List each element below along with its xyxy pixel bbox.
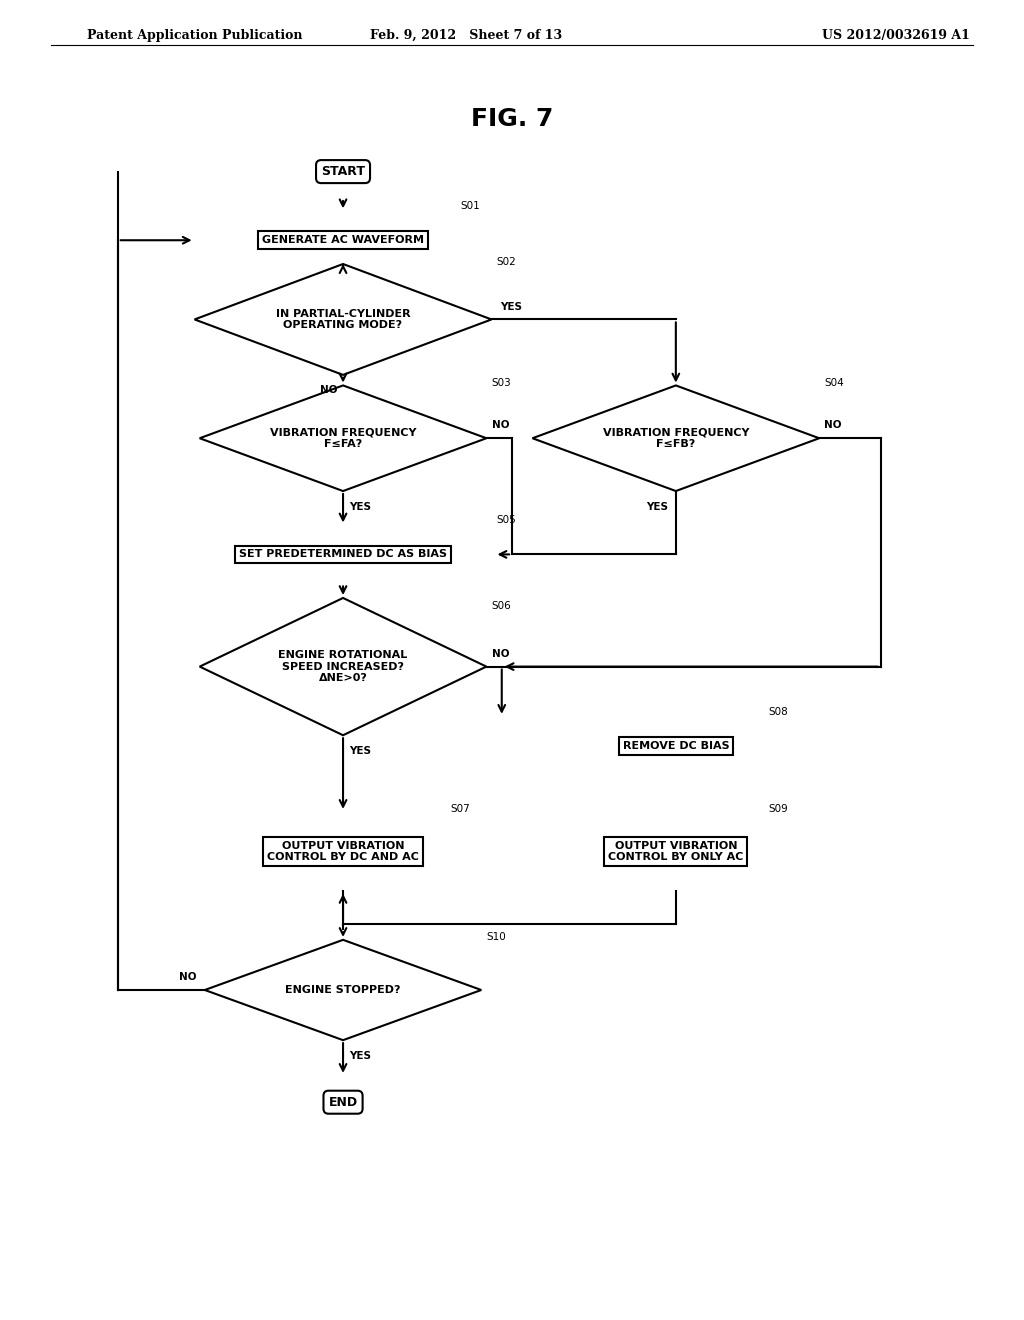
Text: YES: YES [646,502,668,512]
Text: NO: NO [321,385,338,396]
Text: YES: YES [349,746,371,756]
Text: S01: S01 [461,201,480,211]
Text: S02: S02 [497,256,516,267]
Text: SET PREDETERMINED DC AS BIAS: SET PREDETERMINED DC AS BIAS [239,549,447,560]
Text: S09: S09 [768,804,787,814]
Text: YES: YES [349,1051,371,1061]
Text: S07: S07 [451,804,470,814]
Text: S04: S04 [824,378,844,388]
Text: S05: S05 [497,515,516,525]
Text: Feb. 9, 2012   Sheet 7 of 13: Feb. 9, 2012 Sheet 7 of 13 [370,29,562,42]
Text: GENERATE AC WAVEFORM: GENERATE AC WAVEFORM [262,235,424,246]
Polygon shape [205,940,481,1040]
Text: IN PARTIAL-CYLINDER
OPERATING MODE?: IN PARTIAL-CYLINDER OPERATING MODE? [275,309,411,330]
Text: YES: YES [349,502,371,512]
Text: S03: S03 [492,378,511,388]
Polygon shape [532,385,819,491]
Text: NO: NO [179,972,197,982]
Text: VIBRATION FREQUENCY
F≤FA?: VIBRATION FREQUENCY F≤FA? [269,428,417,449]
Text: ENGINE STOPPED?: ENGINE STOPPED? [286,985,400,995]
Text: Patent Application Publication: Patent Application Publication [87,29,302,42]
Text: END: END [329,1096,357,1109]
Text: US 2012/0032619 A1: US 2012/0032619 A1 [822,29,970,42]
Text: ENGINE ROTATIONAL
SPEED INCREASED?
ΔNE>0?: ENGINE ROTATIONAL SPEED INCREASED? ΔNE>0… [279,649,408,684]
Text: OUTPUT VIBRATION
CONTROL BY ONLY AC: OUTPUT VIBRATION CONTROL BY ONLY AC [608,841,743,862]
Text: VIBRATION FREQUENCY
F≤FB?: VIBRATION FREQUENCY F≤FB? [602,428,750,449]
Polygon shape [195,264,492,375]
Polygon shape [200,385,486,491]
Text: NO: NO [492,648,509,659]
Text: NO: NO [824,420,842,430]
Text: REMOVE DC BIAS: REMOVE DC BIAS [623,741,729,751]
Text: FIG. 7: FIG. 7 [471,107,553,131]
Text: OUTPUT VIBRATION
CONTROL BY DC AND AC: OUTPUT VIBRATION CONTROL BY DC AND AC [267,841,419,862]
Text: S08: S08 [768,706,787,717]
Polygon shape [200,598,486,735]
Text: START: START [322,165,365,178]
Text: S10: S10 [486,932,506,942]
Text: S06: S06 [492,601,511,611]
Text: YES: YES [500,301,521,312]
Text: NO: NO [492,420,509,430]
